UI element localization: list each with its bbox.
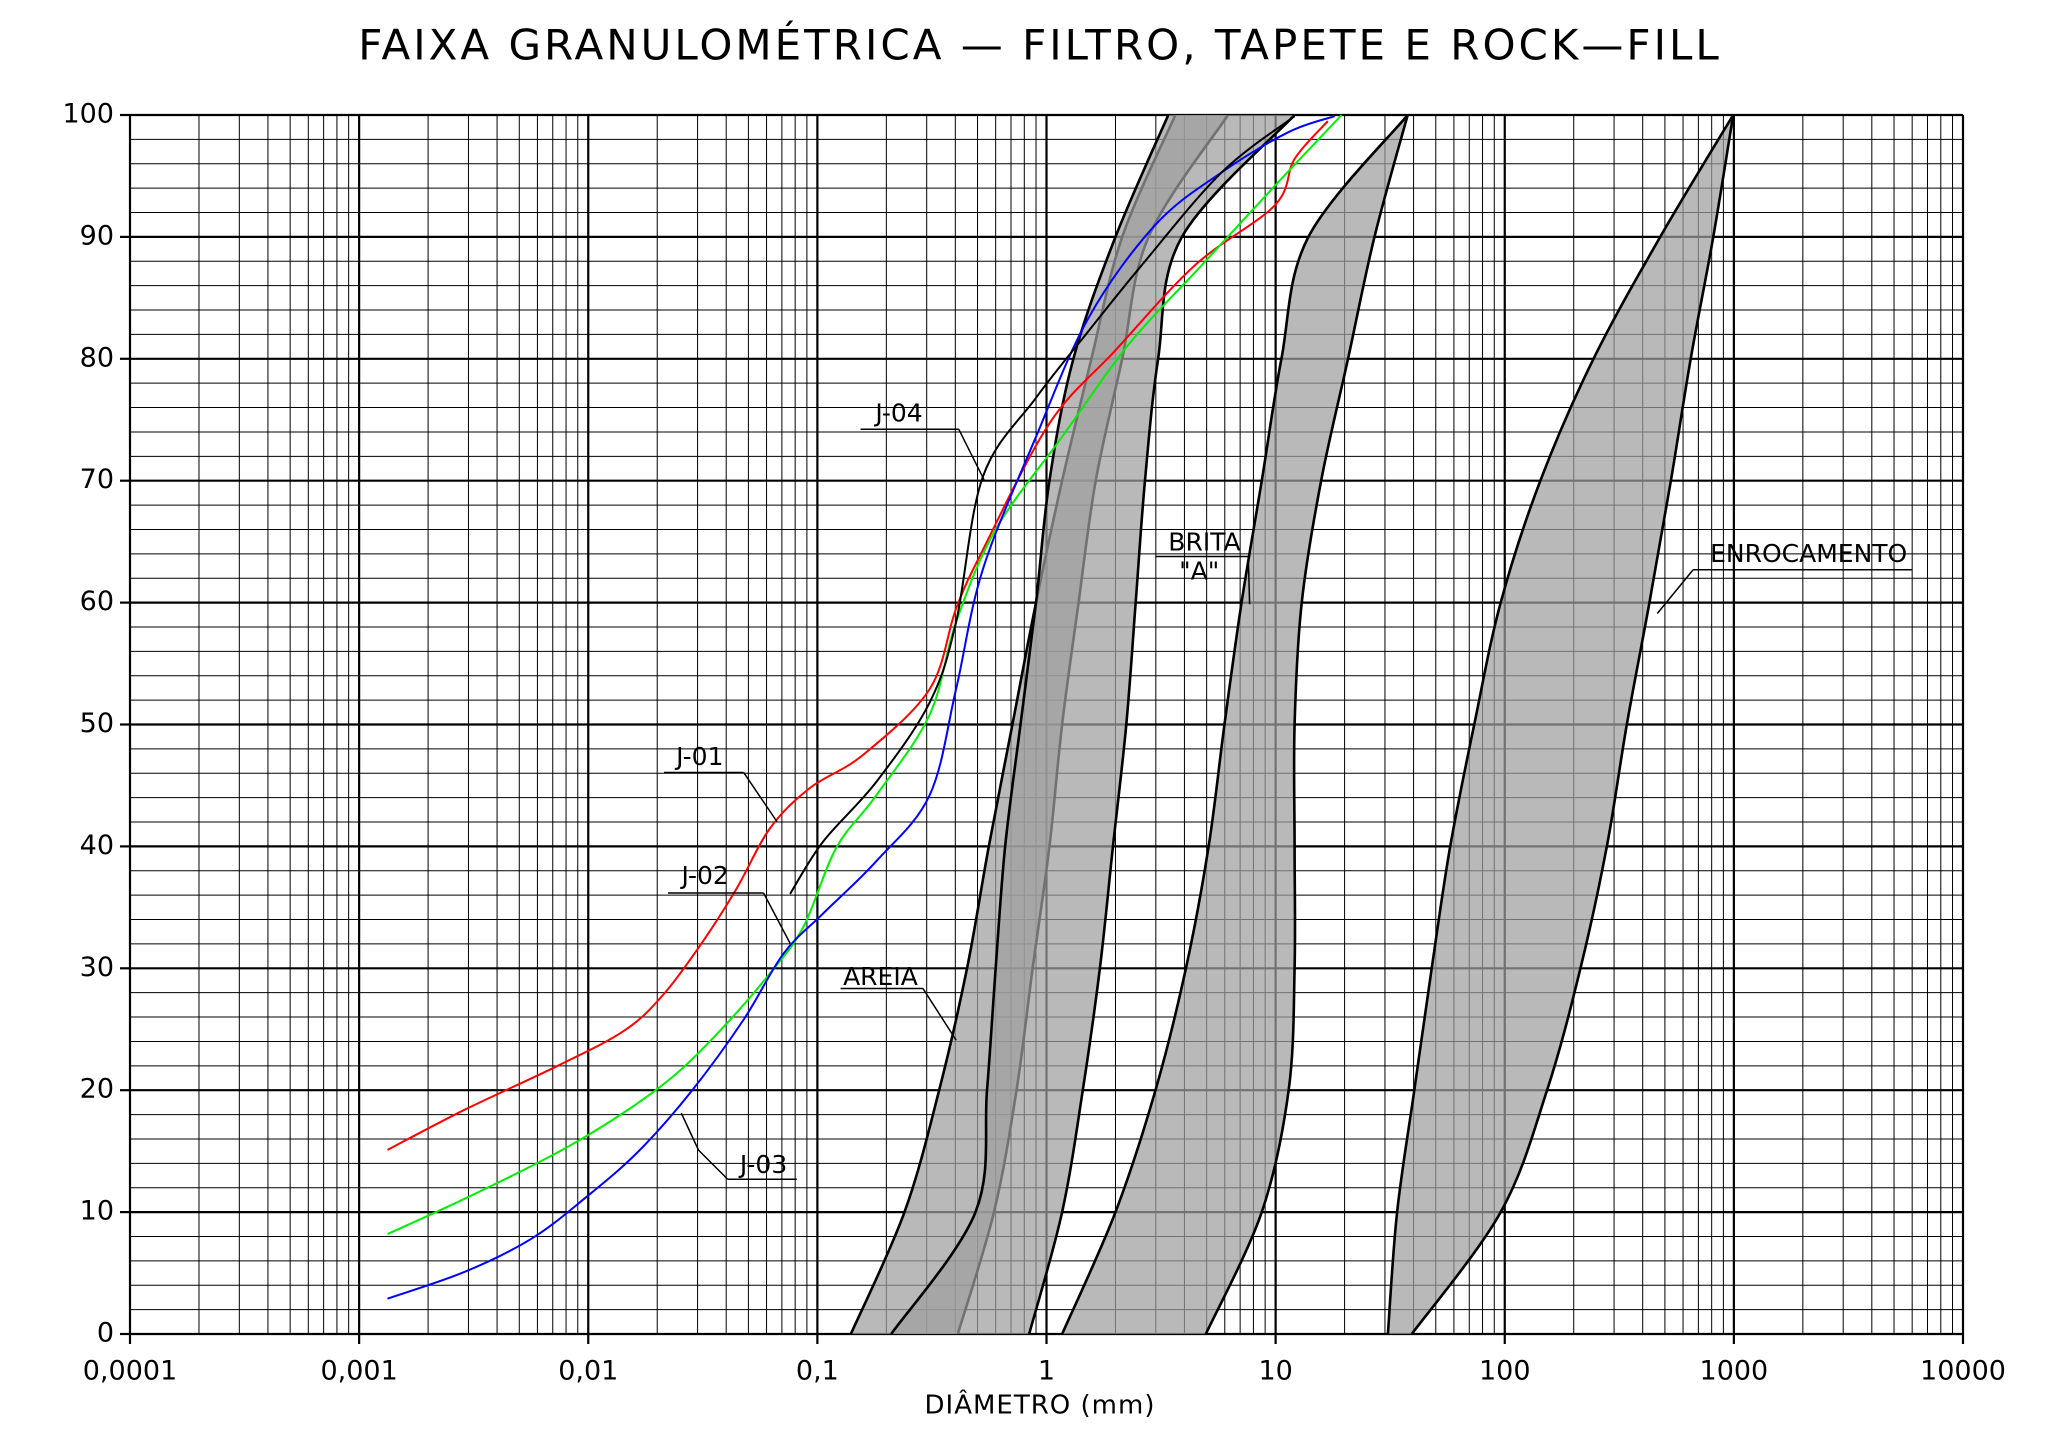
- x-tick-label: 10000: [1920, 1356, 2006, 1387]
- band-upper-edge: [1410, 114, 1735, 1335]
- y-tick-label: 60: [80, 586, 114, 617]
- bands: [849, 114, 1735, 1335]
- band-upper-edge: [1204, 114, 1409, 1335]
- series-label: J-03: [738, 1150, 787, 1179]
- x-tick-label: 0,1: [796, 1356, 839, 1387]
- x-axis-label: DIÂMETRO (mm): [925, 1389, 1156, 1421]
- chart-title: FAIXA GRANULOMÉTRICA — FILTRO, TAPETE E …: [358, 20, 1722, 70]
- y-tick-label: 50: [80, 708, 114, 739]
- band-lower-edge: [1060, 114, 1409, 1335]
- series-line: [387, 120, 1329, 1151]
- x-tick-label: 0,0001: [83, 1356, 177, 1387]
- y-tick-label: 0: [97, 1318, 114, 1349]
- band-area: [1387, 115, 1734, 1334]
- series-label: J-02: [679, 861, 728, 890]
- band-upper-edge: [1027, 114, 1296, 1335]
- series-line: [387, 115, 1335, 1300]
- x-tick-label: 100: [1479, 1356, 1531, 1387]
- y-tick-label: 90: [80, 220, 114, 251]
- band-lower-edge: [890, 114, 1170, 1335]
- series-line: [387, 114, 1343, 1235]
- band-label: BRITA: [1168, 527, 1240, 556]
- leader-line: [958, 428, 985, 480]
- band-area: [1062, 115, 1408, 1334]
- x-tick-label: 0,001: [320, 1356, 397, 1387]
- labels: J-01 J-02 J-03 J-04 AREIA BRITA"A" ENROCAMENTO: [663, 399, 1913, 1180]
- y-tick-label: 70: [80, 464, 114, 495]
- y-tick-label: 100: [62, 99, 114, 130]
- band-label: "A": [1179, 556, 1219, 585]
- leader-line: [680, 1112, 729, 1180]
- leader-line: [743, 772, 778, 822]
- x-tick-label: 10: [1258, 1356, 1292, 1387]
- y-tick-label: 30: [80, 952, 114, 983]
- x-tick-label: 1: [1038, 1356, 1055, 1387]
- y-tick-label: 80: [80, 342, 114, 373]
- x-tick-label: 0,01: [558, 1356, 618, 1387]
- leader-line: [1656, 569, 1694, 614]
- y-tick-label: 20: [80, 1074, 114, 1105]
- series-label: J-01: [674, 742, 723, 771]
- y-tick-label: 40: [80, 830, 114, 861]
- leader-line: [762, 892, 791, 944]
- band-label: ENROCAMENTO: [1710, 539, 1907, 568]
- y-tick-label: 10: [80, 1196, 114, 1227]
- series-label: J-04: [873, 399, 922, 428]
- leader-line: [922, 988, 957, 1041]
- leader-line: [1247, 556, 1251, 605]
- x-tick-label: 1000: [1700, 1356, 1769, 1387]
- band-lower-edge: [1386, 114, 1735, 1335]
- band-label: AREIA: [843, 962, 918, 991]
